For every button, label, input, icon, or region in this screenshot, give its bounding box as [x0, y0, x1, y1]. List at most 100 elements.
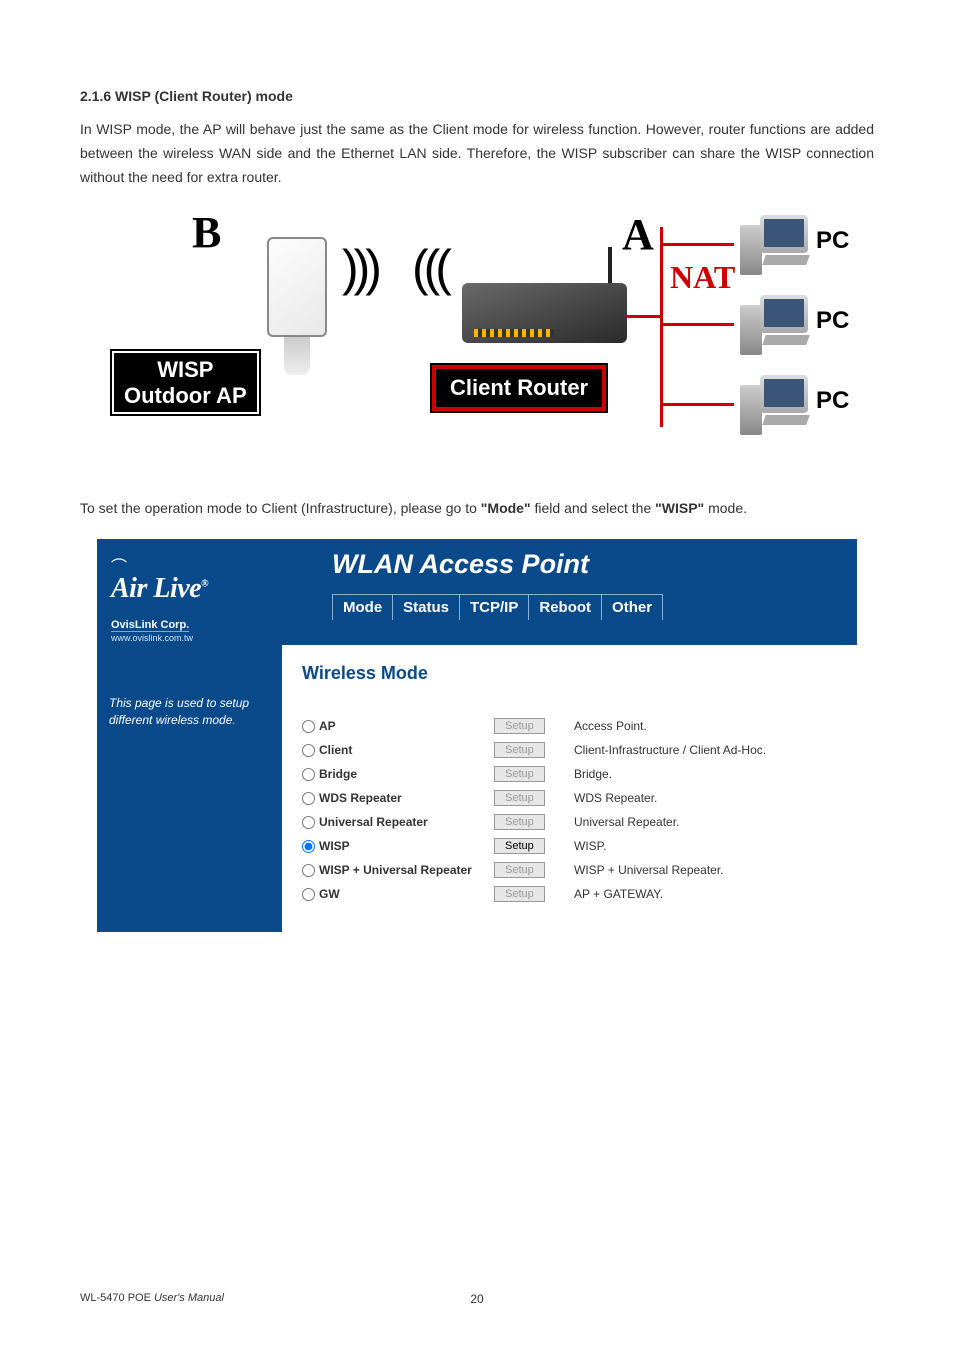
outdoor-ap-icon [262, 237, 332, 367]
mode-description: Access Point. [564, 719, 841, 733]
nat-hline-3 [660, 403, 734, 406]
nat-vline [660, 227, 663, 427]
pc-icon-1 [740, 215, 810, 275]
mode-label: Client [319, 743, 352, 757]
pc-label-3: PC [816, 387, 849, 415]
mode-label: WISP + Universal Repeater [319, 863, 472, 877]
brand-name: Air Live® [111, 573, 208, 604]
mode-radio-input[interactable] [302, 888, 315, 901]
mode-radio-input[interactable] [302, 864, 315, 877]
mode-label: Universal Repeater [319, 815, 428, 829]
ui-header: ⌒ Air Live® OvisLink Corp. www.ovislink.… [97, 539, 857, 645]
mode-row: Universal Repeater Setup Universal Repeate… [302, 810, 841, 834]
nat-hline-router [626, 315, 660, 318]
mode-row: Client Setup Client-Infrastructure / Clien… [302, 738, 841, 762]
mode-row: WISP + Universal Repeater Setup WISP + Uni… [302, 858, 841, 882]
tab-mode[interactable]: Mode [333, 595, 393, 620]
setup-button: Setup [494, 766, 545, 782]
main-panel: Wireless Mode APSetupAccess Point.Client… [282, 645, 857, 932]
diagram-label-a: A [622, 209, 654, 260]
footer-page-number: 20 [457, 1292, 497, 1306]
mode-description: Client-Infrastructure / Client Ad-Hoc. [564, 743, 841, 757]
page-footer: WL-5470 POE User's Manual 20 [80, 1292, 874, 1306]
setup-button: Setup [494, 742, 545, 758]
pc-icon-2 [740, 295, 810, 355]
footer-manual: User's Manual [151, 1292, 224, 1304]
setup-button: Setup [494, 862, 545, 878]
mode-row: WDS RepeaterSetup WDS Repeater. [302, 786, 841, 810]
mode-label: WISP [319, 839, 350, 853]
instr-mid: field and select the [531, 500, 656, 516]
pc-label-1: PC [816, 227, 849, 255]
instr-post: mode. [704, 500, 747, 516]
mode-row: Bridge Setup Bridge. [302, 762, 841, 786]
mode-label: Bridge [319, 767, 357, 781]
mode-radio-input[interactable] [302, 720, 315, 733]
setup-button[interactable]: Setup [494, 838, 545, 854]
mode-option[interactable]: Bridge [302, 767, 494, 781]
mode-option[interactable]: GW [302, 887, 494, 901]
mode-description: WISP. [564, 839, 841, 853]
instr-wisp: "WISP" [655, 500, 704, 516]
router-icon [462, 283, 627, 353]
diagram-label-b: B [192, 207, 221, 258]
mode-option[interactable]: WDS Repeater [302, 791, 494, 805]
section-title-text: WISP (Client Router) mode [115, 88, 293, 104]
signal-in-icon: ((( [412, 239, 447, 297]
mode-row: WISP Setup WISP. [302, 834, 841, 858]
mode-description: Bridge. [564, 767, 841, 781]
client-router-label: Client Router [432, 365, 606, 411]
mode-label: GW [319, 887, 340, 901]
wisp-diagram: B A ≈ WISP Outdoor AP ))) ((( Client Rou… [112, 207, 842, 467]
mode-label: AP [319, 719, 336, 733]
nav-tabs: Mode Status TCP/IP Reboot Other [332, 594, 663, 620]
mode-option[interactable]: Client [302, 743, 494, 757]
mode-option[interactable]: WISP [302, 839, 494, 853]
setup-button: Setup [494, 886, 545, 902]
mode-option[interactable]: WISP + Universal Repeater [302, 863, 494, 877]
footer-product: WL-5470 POE [80, 1292, 151, 1304]
mode-radio-input[interactable] [302, 768, 315, 781]
footer-left: WL-5470 POE User's Manual [80, 1292, 457, 1306]
instr-pre: To set the operation mode to Client (Inf… [80, 500, 481, 516]
wisp-outdoor-ap-label: WISP Outdoor AP [112, 351, 259, 414]
nat-hline-1 [660, 243, 734, 246]
mode-description: Universal Repeater. [564, 815, 841, 829]
mode-description: WISP + Universal Repeater. [564, 863, 841, 877]
nat-hline-2 [660, 323, 734, 326]
mode-row: GW Setup AP + GATEWAY. [302, 882, 841, 906]
mode-option[interactable]: AP [302, 719, 494, 733]
mode-radio-input[interactable] [302, 792, 315, 805]
router-admin-screenshot: ⌒ Air Live® OvisLink Corp. www.ovislink.… [97, 539, 857, 932]
brand-logo: ⌒ Air Live® OvisLink Corp. www.ovislink.… [97, 539, 282, 645]
section-number: 2.1.6 [80, 88, 111, 104]
section-heading: 2.1.6 WISP (Client Router) mode [80, 88, 874, 104]
mode-description: AP + GATEWAY. [564, 887, 841, 901]
mode-radio-input[interactable] [302, 816, 315, 829]
setup-button: Setup [494, 790, 545, 806]
mode-description: WDS Repeater. [564, 791, 841, 805]
mode-list: APSetupAccess Point.ClientSetupClient-In… [302, 714, 841, 906]
ui-title-area: WLAN Access Point Mode Status TCP/IP Reb… [282, 539, 857, 645]
page-title: WLAN Access Point [332, 549, 857, 580]
mode-option[interactable]: Universal Repeater [302, 815, 494, 829]
tab-other[interactable]: Other [602, 595, 662, 620]
instr-mode: "Mode" [481, 500, 531, 516]
nat-label: NAT [670, 259, 735, 296]
mode-radio-input[interactable] [302, 840, 315, 853]
ui-body: This page is used to setup different wir… [97, 645, 857, 932]
tab-tcpip[interactable]: TCP/IP [460, 595, 529, 620]
pc-icon-3 [740, 375, 810, 435]
mode-radio-input[interactable] [302, 744, 315, 757]
panel-title: Wireless Mode [302, 663, 841, 684]
mode-row: APSetupAccess Point. [302, 714, 841, 738]
tab-status[interactable]: Status [393, 595, 460, 620]
signal-out-icon: ))) [342, 239, 377, 297]
pc-label-2: PC [816, 307, 849, 335]
brand-url: www.ovislink.com.tw [111, 633, 272, 643]
brand-corp: OvisLink Corp. [111, 619, 189, 632]
section-body: In WISP mode, the AP will behave just th… [80, 118, 874, 189]
tab-reboot[interactable]: Reboot [529, 595, 602, 620]
outdoor-ap-text: Outdoor AP [124, 383, 247, 408]
setup-button: Setup [494, 814, 545, 830]
